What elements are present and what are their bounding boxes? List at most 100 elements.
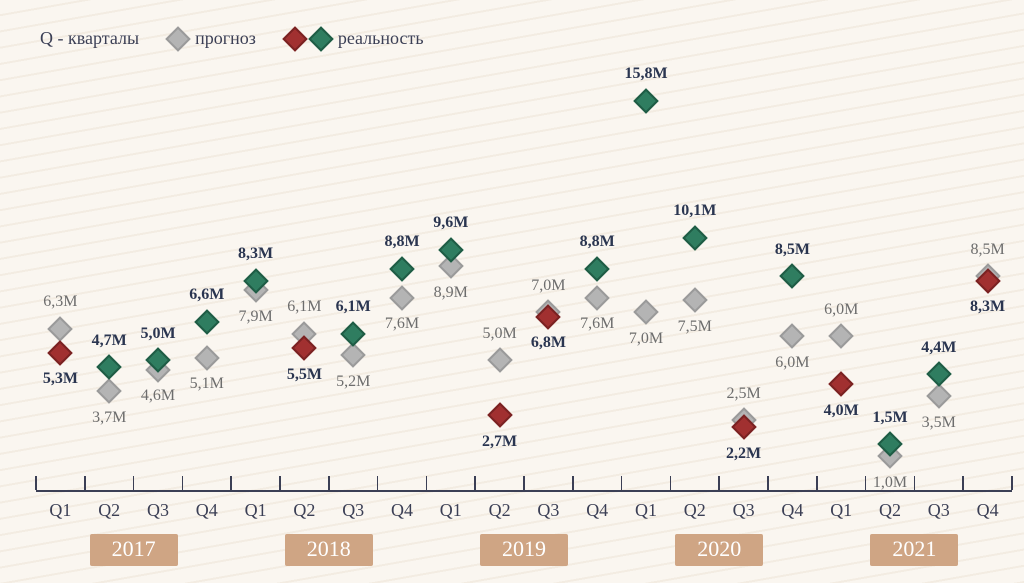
diamond-icon: [165, 26, 190, 51]
reality-marker: [584, 256, 609, 281]
forecast-marker: [96, 378, 121, 403]
data-point-label: 4,4M: [921, 340, 956, 356]
axis-tick: [621, 476, 623, 490]
reality-marker: [780, 263, 805, 288]
data-point-label: 5,3M: [43, 371, 78, 387]
axis-tick: [328, 476, 330, 490]
quarter-label: Q1: [49, 500, 71, 521]
quarter-label: Q3: [147, 500, 169, 521]
data-point-label: 7,6M: [580, 316, 614, 332]
legend-q-label: Q - кварталы: [40, 28, 139, 49]
data-point-label: 8,5M: [775, 242, 810, 258]
forecast-marker: [487, 347, 512, 372]
quarter-label: Q1: [440, 500, 462, 521]
forecast-marker: [926, 383, 951, 408]
data-point-label: 2,7M: [482, 434, 517, 450]
forecast-marker: [682, 287, 707, 312]
data-point-label: 6,8M: [531, 335, 566, 351]
data-point-label: 7,0M: [531, 278, 565, 294]
data-point-label: 8,5M: [970, 242, 1004, 258]
data-point-label: 5,2M: [336, 374, 370, 390]
reality-marker: [633, 88, 658, 113]
data-point-label: 7,6M: [385, 316, 419, 332]
reality-marker: [48, 340, 73, 365]
quarter-label: Q3: [733, 500, 755, 521]
quarter-label: Q4: [977, 500, 999, 521]
legend-q: Q - кварталы: [40, 28, 139, 49]
axis-tick: [279, 476, 281, 490]
forecast-marker: [194, 345, 219, 370]
year-chip: 2021: [870, 534, 958, 566]
legend-forecast-label: прогноз: [195, 28, 256, 49]
reality-marker: [926, 362, 951, 387]
data-point-label: 4,6M: [141, 388, 175, 404]
data-point-label: 2,2M: [726, 446, 761, 462]
quarter-label: Q4: [391, 500, 413, 521]
reality-marker: [194, 309, 219, 334]
forecast-marker: [633, 299, 658, 324]
data-point-label: 10,1M: [673, 203, 716, 219]
legend: Q - кварталы прогноз реальность: [40, 28, 424, 49]
data-point-label: 8,9M: [434, 285, 468, 301]
data-point-label: 6,0M: [824, 302, 858, 318]
quarter-label: Q4: [196, 500, 218, 521]
axis-tick: [816, 476, 818, 490]
data-point-label: 15,8M: [624, 66, 667, 82]
legend-forecast: прогноз: [169, 28, 256, 49]
data-point-label: 5,0M: [482, 326, 516, 342]
axis-tick: [133, 476, 135, 490]
data-point-label: 6,1M: [336, 299, 371, 315]
axis-tick: [523, 476, 525, 490]
quarter-label: Q1: [245, 500, 267, 521]
quarter-label: Q2: [684, 500, 706, 521]
legend-reality-label: реальность: [338, 28, 424, 49]
axis-tick: [767, 476, 769, 490]
quarter-label: Q3: [342, 500, 364, 521]
data-point-label: 7,0M: [629, 331, 663, 347]
quarter-label: Q3: [537, 500, 559, 521]
data-point-label: 9,6M: [433, 215, 468, 231]
forecast-marker: [48, 316, 73, 341]
forecast-marker: [828, 323, 853, 348]
data-point-label: 6,6M: [189, 287, 224, 303]
year-chip: 2018: [285, 534, 373, 566]
quarter-label: Q2: [879, 500, 901, 521]
forecast-marker: [389, 285, 414, 310]
quarterly-chart: Q1Q2Q3Q4Q1Q2Q3Q4Q1Q2Q3Q4Q1Q2Q3Q4Q1Q2Q3Q4…: [0, 0, 1024, 583]
axis-end-tick: [35, 476, 37, 490]
data-point-label: 4,7M: [92, 333, 127, 349]
quarter-label: Q2: [293, 500, 315, 521]
axis-tick: [377, 476, 379, 490]
x-axis: [36, 490, 1012, 492]
axis-tick: [718, 476, 720, 490]
quarter-label: Q3: [928, 500, 950, 521]
axis-tick: [962, 476, 964, 490]
forecast-marker: [780, 323, 805, 348]
data-point-label: 2,5M: [726, 386, 760, 402]
reality-marker: [438, 237, 463, 262]
data-point-label: 3,7M: [92, 410, 126, 426]
year-chip: 2020: [675, 534, 763, 566]
reality-marker: [340, 321, 365, 346]
data-point-label: 8,8M: [384, 234, 419, 250]
axis-tick: [474, 476, 476, 490]
diamond-icon: [282, 26, 307, 51]
axis-tick: [182, 476, 184, 490]
quarter-label: Q2: [489, 500, 511, 521]
year-chip: 2017: [90, 534, 178, 566]
axis-tick: [84, 476, 86, 490]
reality-marker: [389, 256, 414, 281]
data-point-label: 1,5M: [872, 410, 907, 426]
data-point-label: 7,9M: [238, 309, 272, 325]
axis-tick: [865, 476, 867, 490]
data-point-label: 6,1M: [287, 299, 321, 315]
data-point-label: 5,0M: [140, 326, 175, 342]
quarter-label: Q4: [586, 500, 608, 521]
reality-marker: [828, 371, 853, 396]
axis-tick: [914, 476, 916, 490]
quarter-label: Q4: [781, 500, 803, 521]
legend-reality: реальность: [286, 28, 424, 49]
data-point-label: 5,1M: [190, 376, 224, 392]
data-point-label: 6,3M: [43, 294, 77, 310]
data-point-label: 6,0M: [775, 355, 809, 371]
